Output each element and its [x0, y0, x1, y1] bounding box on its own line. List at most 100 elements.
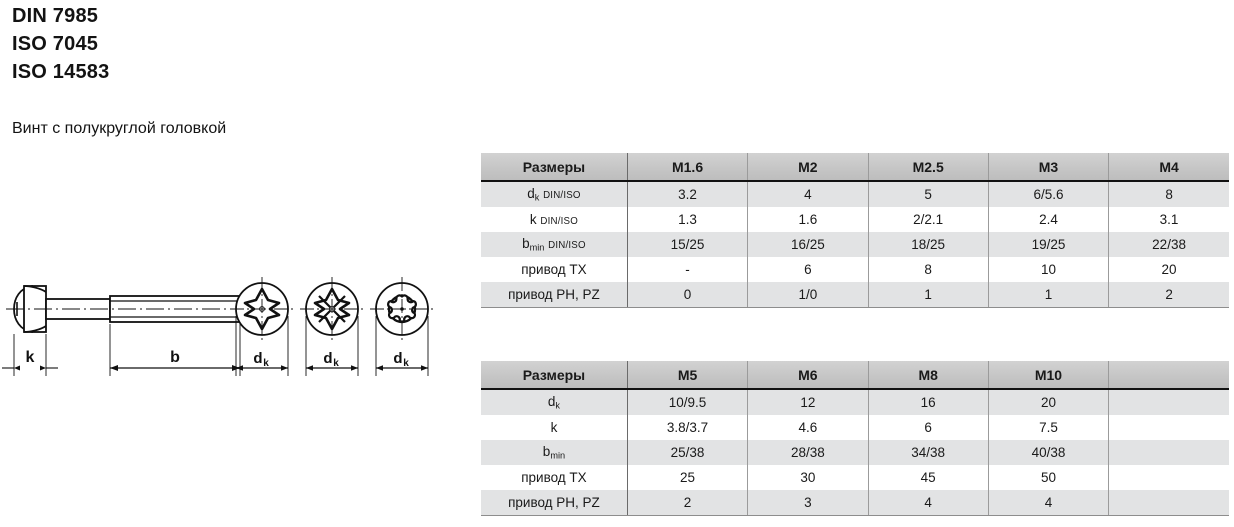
standard-iso-14583: ISO 14583 [12, 61, 110, 83]
cell-dk-m8: 16 [868, 389, 989, 415]
dimensions-table-large: Размеры M5 M6 M8 M10 dk 10/9.5 12 16 20 … [481, 361, 1229, 516]
dimensions-table-small: Размеры M1.6 M2 M2.5 M3 M4 dk DIN/ISO 3.… [481, 153, 1229, 308]
cell-bmin-m2-5: 18/25 [868, 232, 989, 257]
cell-dk-m10: 20 [988, 389, 1110, 415]
svg-text:d: d [393, 350, 402, 367]
cell-k-m6: 4.6 [747, 415, 869, 440]
column-header-m5: M5 [627, 361, 749, 390]
cell-phpz-m6: 3 [747, 490, 869, 516]
column-header-sizes: Размеры [481, 153, 628, 182]
row-label-bmin: bmin DIN/ISO [481, 232, 628, 257]
table-row: bmin 25/38 28/38 34/38 40/38 [481, 440, 1229, 465]
table-row: привод PH, PZ 2 3 4 4 [481, 490, 1229, 516]
cell-phpz-m4: 2 [1108, 282, 1229, 308]
head-view-ph [230, 277, 294, 376]
screw-drawing-svg: k b d k d k d k [2, 277, 434, 376]
dimension-k [2, 365, 58, 371]
cell-k-m4: 3.1 [1108, 207, 1229, 232]
cell-tx-m2-5: 8 [868, 257, 989, 282]
table-header-row: Размеры M5 M6 M8 M10 [481, 361, 1229, 390]
cell-bmin-m6: 28/38 [747, 440, 869, 465]
dimension-label-b: b [170, 349, 180, 366]
screw-side-view [6, 284, 246, 334]
cell-tx-m3: 10 [988, 257, 1110, 282]
cell-dk-m1-6: 3.2 [627, 181, 749, 207]
table-row: k DIN/ISO 1.3 1.6 2/2.1 2.4 3.1 [481, 207, 1229, 232]
table-row: привод TX - 6 8 10 20 [481, 257, 1229, 282]
cell-bmin-m1-6: 15/25 [627, 232, 749, 257]
column-header-m8: M8 [868, 361, 989, 390]
cell-bmin-m4: 22/38 [1108, 232, 1229, 257]
cell-phpz-m10: 4 [988, 490, 1110, 516]
standard-din-7985: DIN 7985 [12, 5, 99, 27]
cell-tx-m10: 50 [988, 465, 1110, 490]
cell-dk-m6: 12 [747, 389, 869, 415]
cell-tx-m2: 6 [747, 257, 869, 282]
column-header-sizes: Размеры [481, 361, 628, 390]
cell-tx-m4: 20 [1108, 257, 1229, 282]
table-row: привод PH, PZ 0 1/0 1 1 2 [481, 282, 1229, 308]
dimension-label-k: k [26, 349, 35, 366]
column-header-m2-5: M2.5 [868, 153, 989, 182]
cell-tx-m6: 30 [747, 465, 869, 490]
standards-list: DIN 7985 ISO 7045 ISO 14583 [12, 2, 109, 86]
cell-bmin-m8: 34/38 [868, 440, 989, 465]
row-label-k: k DIN/ISO [481, 207, 628, 232]
column-header-m3: M3 [988, 153, 1110, 182]
row-label-dk: dk [481, 389, 628, 415]
row-label-drive-tx: привод TX [481, 465, 628, 490]
row-label-drive-ph-pz: привод PH, PZ [481, 490, 628, 516]
column-header-m6: M6 [747, 361, 869, 390]
cell-k-m8: 6 [868, 415, 989, 440]
cell-dk-m4: 8 [1108, 181, 1229, 207]
cell-bmin-empty [1108, 440, 1229, 465]
cell-bmin-m5: 25/38 [627, 440, 749, 465]
head-view-pz [300, 277, 364, 376]
cell-k-m1-6: 1.3 [627, 207, 749, 232]
cell-dk-m2: 4 [747, 181, 869, 207]
cell-k-m2: 1.6 [747, 207, 869, 232]
cell-phpz-m3: 1 [988, 282, 1110, 308]
technical-drawing: k b d k d k d k [0, 258, 470, 388]
cell-tx-empty [1108, 465, 1229, 490]
row-label-dk: dk DIN/ISO [481, 181, 628, 207]
row-label-drive-ph-pz: привод PH, PZ [481, 282, 628, 308]
dimension-label-dk-tx: d k [393, 350, 409, 369]
column-header-m10: M10 [988, 361, 1110, 390]
cell-k-m2-5: 2/2.1 [868, 207, 989, 232]
column-header-m1-6: M1.6 [627, 153, 749, 182]
cell-dk-m2-5: 5 [868, 181, 989, 207]
table-row: dk 10/9.5 12 16 20 [481, 389, 1229, 415]
cell-tx-m5: 25 [627, 465, 749, 490]
column-header-m2: M2 [747, 153, 869, 182]
column-header-empty [1108, 361, 1229, 390]
cell-phpz-m1-6: 0 [627, 282, 749, 308]
svg-text:d: d [323, 350, 332, 367]
table-row: bmin DIN/ISO 15/25 16/25 18/25 19/25 22/… [481, 232, 1229, 257]
cell-bmin-m10: 40/38 [988, 440, 1110, 465]
dimension-label-dk-pz: d k [323, 350, 339, 369]
cell-bmin-m3: 19/25 [988, 232, 1110, 257]
cell-k-m5: 3.8/3.7 [627, 415, 749, 440]
table-row: dk DIN/ISO 3.2 4 5 6/5.6 8 [481, 181, 1229, 207]
cell-tx-m1-6: - [627, 257, 749, 282]
svg-text:k: k [333, 358, 339, 369]
svg-text:k: k [263, 358, 269, 369]
row-label-k: k [481, 415, 628, 440]
row-label-bmin: bmin [481, 440, 628, 465]
cell-phpz-empty [1108, 490, 1229, 516]
cell-phpz-m5: 2 [627, 490, 749, 516]
cell-dk-m5: 10/9.5 [627, 389, 749, 415]
product-name: Винт с полукруглой головкой [12, 120, 227, 137]
table-row: привод TX 25 30 45 50 [481, 465, 1229, 490]
svg-text:d: d [253, 350, 262, 367]
standard-iso-7045: ISO 7045 [12, 33, 99, 55]
cell-phpz-m2-5: 1 [868, 282, 989, 308]
cell-dk-m3: 6/5.6 [988, 181, 1110, 207]
head-view-tx [370, 277, 434, 376]
table-row: k 3.8/3.7 4.6 6 7.5 [481, 415, 1229, 440]
column-header-m4: M4 [1108, 153, 1229, 182]
cell-k-m3: 2.4 [988, 207, 1110, 232]
cell-k-empty [1108, 415, 1229, 440]
